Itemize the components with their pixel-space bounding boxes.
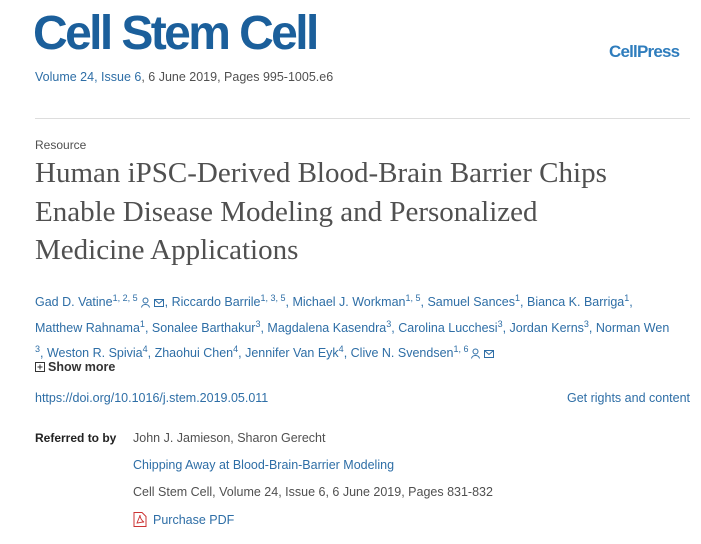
author-name: Michael J. Workman xyxy=(292,295,406,309)
referred-citation: Cell Stem Cell, Volume 24, Issue 6, 6 Ju… xyxy=(133,485,493,499)
author[interactable]: Carolina Lucchesi3 xyxy=(398,318,509,335)
article-title: Human iPSC-Derived Blood-Brain Barrier C… xyxy=(35,154,607,270)
affiliation: 3 xyxy=(497,318,503,329)
doi-link[interactable]: https://doi.org/10.1016/j.stem.2019.05.0… xyxy=(35,391,269,405)
divider xyxy=(35,118,690,119)
referred-title[interactable]: Chipping Away at Blood-Brain-Barrier Mod… xyxy=(133,458,395,472)
affiliation: 3 xyxy=(35,344,41,354)
author-name: Matthew Rahnama xyxy=(35,320,140,335)
referred-label: Referred to by xyxy=(35,431,117,445)
author-name: Jordan Kerns xyxy=(509,320,584,335)
author[interactable]: Sonalee Barthakur3 xyxy=(151,318,268,335)
author-name: Zhaohui Chen xyxy=(154,346,234,360)
affiliation: 1 xyxy=(139,318,145,329)
show-more[interactable]: Show more xyxy=(35,360,115,374)
affiliation: 1 xyxy=(515,293,521,303)
author[interactable]: Gad D. Vatine1, 2, 5 xyxy=(35,293,172,309)
affiliation: 4 xyxy=(142,344,148,354)
affiliation: 4 xyxy=(233,344,239,354)
affiliation: 1, 5 xyxy=(405,293,421,303)
affiliation: 1, 2, 5 xyxy=(112,293,138,303)
affiliation: 3 xyxy=(386,318,392,329)
affiliation: 3 xyxy=(255,318,261,329)
citation-text: , 6 June 2019, Pages 995-1005.e6 xyxy=(141,70,334,84)
author-name: Sonalee Barthakur xyxy=(151,320,256,335)
plus-icon xyxy=(35,362,45,372)
journal-title[interactable]: Cell Stem Cell xyxy=(33,7,319,60)
citation: Volume 24, Issue 6, 6 June 2019, Pages 9… xyxy=(35,70,333,84)
author-name: Riccardo Barrile xyxy=(171,295,261,309)
author-name: Jennifer Van Eyk xyxy=(245,346,339,360)
referred-authors: John J. Jamieson, Sharon Gerecht xyxy=(133,431,326,445)
author[interactable]: Jennifer Van Eyk4 xyxy=(245,344,351,360)
contact-icons[interactable] xyxy=(471,348,495,359)
publisher-logo[interactable]: CellPress xyxy=(609,42,680,61)
author-name: Bianca K. Barriga xyxy=(526,295,625,309)
author-name: Samuel Sances xyxy=(427,295,516,309)
volume-link[interactable]: Volume 24, Issue 6 xyxy=(35,70,142,84)
rights-link[interactable]: Get rights and content xyxy=(567,391,690,405)
author[interactable]: Zhaohui Chen4 xyxy=(154,344,246,360)
author[interactable]: Riccardo Barrile1, 3, 5 xyxy=(171,293,293,309)
author-name: Gad D. Vatine xyxy=(35,295,113,309)
author-name: Clive N. Svendsen xyxy=(350,346,454,360)
affiliation: 3 xyxy=(583,318,589,329)
author-name: Carolina Lucchesi xyxy=(398,320,498,335)
author[interactable]: Michael J. Workman1, 5 xyxy=(292,293,427,309)
author[interactable]: Samuel Sances1 xyxy=(427,293,527,309)
author[interactable]: Matthew Rahnama1 xyxy=(35,318,152,335)
author[interactable]: Bianca K. Barriga1 xyxy=(526,293,633,309)
affiliation: 4 xyxy=(338,344,344,354)
show-more-label: Show more xyxy=(48,360,116,374)
affiliation: 1, 3, 5 xyxy=(260,293,286,303)
article-type: Resource xyxy=(35,138,87,152)
title-line: Medicine Applications xyxy=(35,234,299,266)
author-list: Gad D. Vatine1, 2, 5 Riccardo Barrile1, … xyxy=(35,288,669,365)
author[interactable]: Magdalena Kasendra3 xyxy=(267,318,398,335)
title-line: Enable Disease Modeling and Personalized xyxy=(35,195,538,228)
author-name: Weston R. Spivia xyxy=(46,346,143,360)
author-name: Magdalena Kasendra xyxy=(267,320,387,335)
pdf-label: Purchase PDF xyxy=(153,513,235,527)
title-line: Human iPSC-Derived Blood-Brain Barrier C… xyxy=(35,157,607,189)
author[interactable]: Weston R. Spivia4 xyxy=(46,344,155,360)
affiliation: 1, 6 xyxy=(453,344,469,354)
affiliation: 1 xyxy=(624,293,630,303)
author[interactable]: Clive N. Svendsen1, 6 xyxy=(350,344,496,360)
pdf-icon xyxy=(133,512,147,527)
author-name: Norman Wen xyxy=(595,320,670,335)
contact-icons[interactable] xyxy=(140,297,165,308)
author[interactable]: Jordan Kerns3 xyxy=(509,318,596,335)
purchase-pdf[interactable]: Purchase PDF xyxy=(133,512,234,527)
